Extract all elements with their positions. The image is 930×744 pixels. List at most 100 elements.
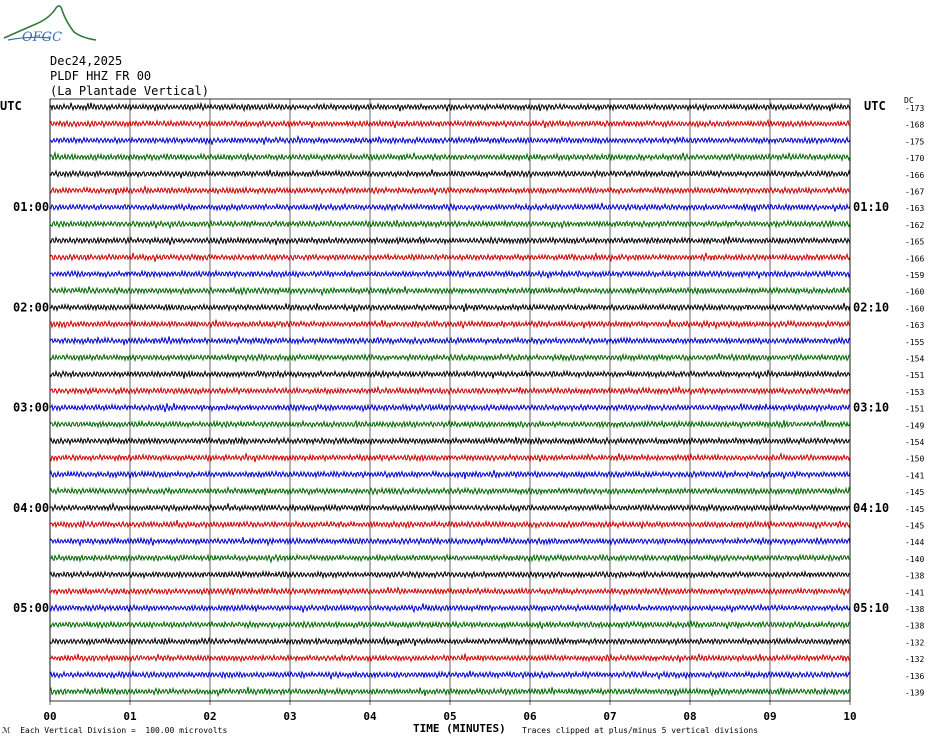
x-tick-label: 07 bbox=[603, 710, 616, 723]
x-tick-label: 04 bbox=[363, 710, 377, 723]
right-utc-label: UTC bbox=[864, 99, 886, 113]
right-hour-label: 01:10 bbox=[853, 200, 889, 214]
trace-line-2 bbox=[49, 134, 851, 146]
x-tick-label: 10 bbox=[843, 710, 856, 723]
trace-line-10 bbox=[49, 269, 851, 279]
left-hour-label: 03:00 bbox=[13, 401, 49, 415]
dc-offset-label: -170 bbox=[905, 154, 924, 163]
dc-offset-label: -141 bbox=[905, 471, 924, 480]
trace-line-19 bbox=[49, 419, 851, 430]
dc-offset-label: -138 bbox=[905, 605, 924, 614]
trace-line-17 bbox=[49, 385, 851, 396]
trace-line-33 bbox=[49, 653, 851, 663]
trace-line-13 bbox=[49, 319, 851, 330]
ofgc-logo: OFGC bbox=[3, 5, 97, 45]
trace-line-28 bbox=[49, 569, 850, 580]
trace-line-23 bbox=[49, 485, 851, 496]
footer-clip-note: Traces clipped at plus/minus 5 vertical … bbox=[522, 726, 759, 735]
scale-note-text: Each Vertical Division = 100.00 microvol… bbox=[20, 726, 228, 735]
trace-line-21 bbox=[49, 452, 851, 463]
dc-offset-label: -144 bbox=[905, 538, 924, 547]
left-utc-label: UTC bbox=[0, 99, 22, 113]
header-date: Dec24,2025 bbox=[50, 54, 123, 68]
logo-wave-curve bbox=[7, 36, 51, 41]
dc-offset-label: -166 bbox=[905, 254, 924, 263]
left-hour-label: 05:00 bbox=[13, 601, 49, 615]
x-tick-label: 01 bbox=[123, 710, 137, 723]
logo-text: OFGC bbox=[22, 30, 62, 45]
dc-offset-label: -141 bbox=[905, 588, 924, 597]
trace-line-35 bbox=[49, 686, 851, 698]
right-hour-label: 03:10 bbox=[853, 401, 889, 415]
left-hour-label: 01:00 bbox=[13, 200, 49, 214]
dc-offset-label: -155 bbox=[905, 338, 924, 347]
trace-line-24 bbox=[49, 501, 851, 513]
dc-offset-label: -168 bbox=[905, 121, 924, 130]
trace-line-26 bbox=[49, 536, 851, 548]
x-tick-label: 08 bbox=[683, 710, 696, 723]
trace-line-34 bbox=[49, 669, 851, 681]
trace-line-3 bbox=[49, 151, 851, 162]
dc-offset-label: -140 bbox=[905, 555, 924, 564]
dc-offset-label: -136 bbox=[905, 672, 924, 681]
x-tick-label: 06 bbox=[523, 710, 537, 723]
trace-line-6 bbox=[49, 202, 851, 213]
footer-scale-note: ℳ Each Vertical Division = 100.00 microv… bbox=[2, 726, 228, 735]
right-hour-label: 05:10 bbox=[853, 601, 889, 615]
trace-line-12 bbox=[49, 302, 851, 313]
x-tick-label: 05 bbox=[443, 710, 456, 723]
dc-offset-label: -132 bbox=[905, 655, 924, 664]
trace-line-18 bbox=[49, 402, 851, 413]
x-axis-label: TIME (MINUTES) bbox=[413, 722, 506, 735]
left-hour-label: 04:00 bbox=[13, 501, 49, 515]
dc-offset-label: -151 bbox=[905, 371, 924, 380]
dc-offset-label: -163 bbox=[905, 204, 924, 213]
dc-offset-label: -165 bbox=[905, 238, 924, 247]
trace-line-15 bbox=[49, 352, 851, 363]
header-station: PLDF HHZ FR 00 bbox=[50, 69, 152, 83]
trace-line-27 bbox=[49, 553, 851, 564]
trace-line-4 bbox=[49, 168, 851, 179]
dc-offset-label: -162 bbox=[905, 221, 924, 230]
dc-offset-label: -149 bbox=[905, 421, 924, 430]
trace-line-8 bbox=[49, 235, 851, 246]
trace-line-1 bbox=[49, 118, 851, 130]
x-tick-label: 00 bbox=[43, 710, 56, 723]
dc-offset-label: -166 bbox=[905, 171, 924, 180]
dc-offset-label: -160 bbox=[905, 288, 924, 297]
dc-offset-label: -138 bbox=[905, 622, 924, 631]
right-hour-label: 04:10 bbox=[853, 501, 889, 515]
dc-offset-label: -154 bbox=[905, 438, 924, 447]
dc-offset-label: -150 bbox=[905, 455, 924, 464]
dc-offset-label: -173 bbox=[905, 104, 924, 113]
dc-offset-label: -175 bbox=[905, 137, 924, 146]
dc-offset-label: -132 bbox=[905, 638, 924, 647]
dc-offset-label: -151 bbox=[905, 405, 924, 414]
trace-line-22 bbox=[49, 469, 851, 480]
trace-line-25 bbox=[49, 519, 851, 530]
x-tick-label: 03 bbox=[283, 710, 296, 723]
logo-mountain-curve bbox=[3, 5, 97, 41]
dc-offset-label: -145 bbox=[905, 505, 924, 514]
trace-line-20 bbox=[49, 436, 851, 446]
dc-offset-label: -167 bbox=[905, 188, 924, 197]
trace-line-0 bbox=[49, 101, 851, 113]
trace-line-7 bbox=[49, 219, 851, 230]
left-hour-label: 02:00 bbox=[13, 300, 49, 314]
dc-offset-label: -145 bbox=[905, 488, 924, 497]
trace-line-30 bbox=[49, 602, 851, 614]
x-tick-label: 09 bbox=[763, 710, 776, 723]
trace-line-32 bbox=[49, 635, 851, 647]
dc-offset-label: -145 bbox=[905, 522, 924, 531]
trace-line-31 bbox=[49, 619, 851, 630]
trace-line-14 bbox=[49, 335, 851, 346]
dc-offset-label: -163 bbox=[905, 321, 924, 330]
dc-offset-label: -139 bbox=[905, 689, 924, 698]
dc-label: DC bbox=[904, 96, 914, 105]
right-hour-label: 02:10 bbox=[853, 300, 889, 314]
trace-line-16 bbox=[49, 369, 851, 380]
dc-offset-label: -154 bbox=[905, 355, 924, 364]
dc-offset-label: -153 bbox=[905, 388, 924, 397]
